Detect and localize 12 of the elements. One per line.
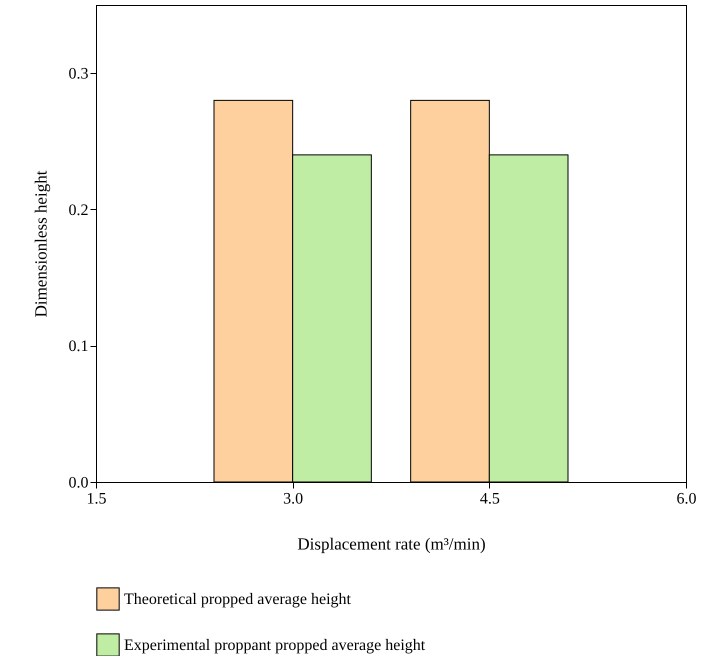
- x-tick-label: 4.5: [480, 490, 500, 508]
- x-axis-title: Displacement rate (m³/min): [297, 534, 486, 554]
- y-tick-label: 0.1: [68, 338, 88, 356]
- legend-label: Theoretical propped average height: [124, 591, 352, 608]
- y-axis-title: Dimensionless height: [32, 170, 50, 318]
- y-tick-label: 0.2: [68, 202, 88, 219]
- x-tick-label: 6.0: [676, 490, 696, 508]
- y-tick-label: 0.3: [68, 66, 88, 83]
- legend-label: Experimental proppant propped average height: [124, 637, 426, 654]
- x-tick-label: 1.5: [86, 490, 106, 508]
- x-tick-label: 3.0: [283, 490, 304, 508]
- y-tick-label: 0.0: [68, 474, 88, 492]
